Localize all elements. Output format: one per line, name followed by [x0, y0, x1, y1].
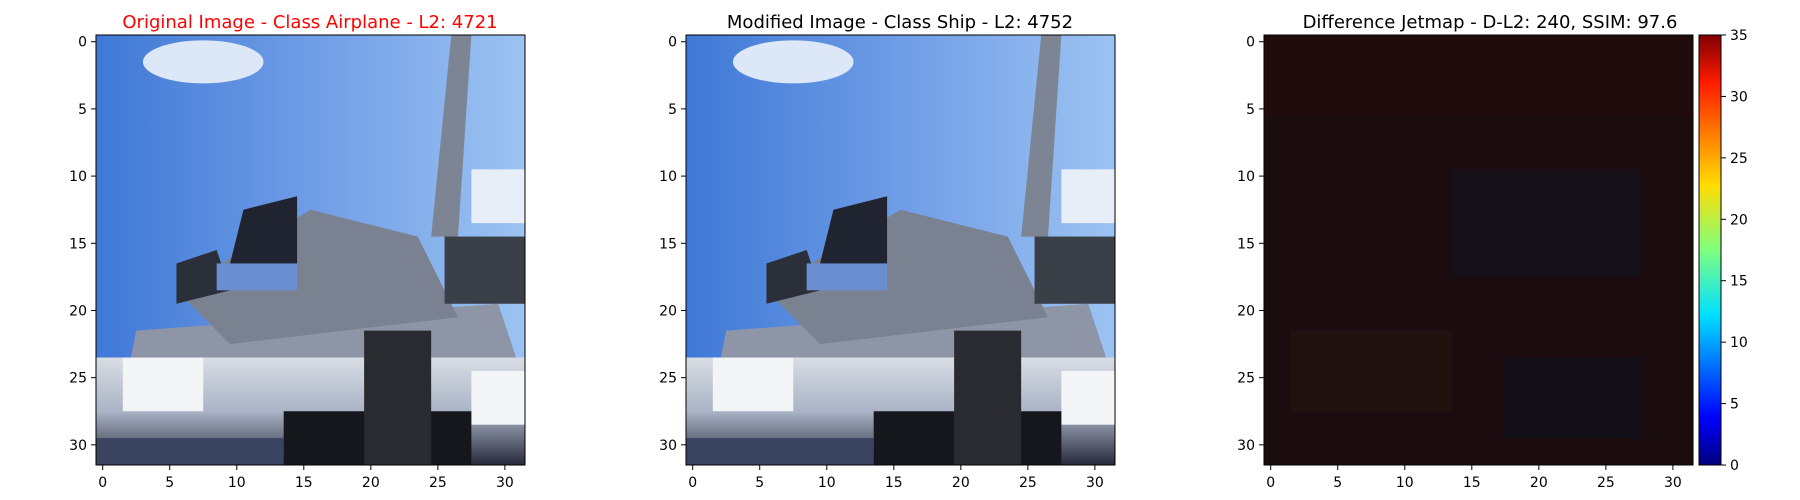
- y-tick-label: 10: [69, 169, 87, 185]
- y-tick-label: 15: [1237, 236, 1255, 252]
- difference-map: [1264, 35, 1693, 465]
- x-tick-label: 5: [1333, 475, 1342, 491]
- x-tick-label: 20: [362, 475, 380, 491]
- x-tick-label: 25: [1019, 475, 1037, 491]
- panel-1: 0 5 10 15 20 25 30 0 5 10 15 20 25 30: [69, 34, 526, 491]
- colorbar-tick-label: 0: [1730, 458, 1739, 474]
- x-tick-label: 10: [228, 475, 246, 491]
- y-tick-label: 5: [668, 102, 677, 118]
- y-tick-label: 15: [659, 236, 677, 252]
- y-tick-label: 25: [659, 371, 677, 387]
- panel-3: 0 5 10 15 20 25 30 0 5 10 15 20 25 30: [1237, 34, 1694, 491]
- y-tick-label: 5: [78, 102, 87, 118]
- y-tick-label: 25: [69, 371, 87, 387]
- x-tick-label: 15: [885, 475, 903, 491]
- y-tick-label: 25: [1237, 371, 1255, 387]
- colorbar-ticks: 0 5 10 15 20 25 30 35: [1721, 28, 1748, 474]
- x-tick-label: 25: [429, 475, 447, 491]
- colorbar-tick-label: 5: [1730, 397, 1739, 413]
- panel-2: 0 5 10 15 20 25 30 0 5 10 15 20 25 30: [659, 34, 1116, 491]
- y-tick-label: 30: [69, 438, 87, 454]
- modified-image: [686, 35, 1115, 465]
- y-tick-label: 10: [1237, 169, 1255, 185]
- x-tick-label: 5: [755, 475, 764, 491]
- panel-2-title: Modified Image - Class Ship - L2: 4752: [726, 12, 1074, 33]
- y-tick-label: 20: [69, 303, 87, 319]
- x-tick-label: 15: [295, 475, 313, 491]
- x-tick-label: 20: [1530, 475, 1548, 491]
- colorbar-tick-label: 15: [1730, 274, 1748, 290]
- x-tick-label: 30: [496, 475, 514, 491]
- x-tick-label: 20: [952, 475, 970, 491]
- x-tick-label: 10: [1396, 475, 1414, 491]
- axes-2: 0 5 10 15 20 25 30 0 5 10 15 20 25 30: [659, 35, 1104, 491]
- colorbar-tick-label: 30: [1730, 89, 1748, 105]
- x-tick-label: 25: [1597, 475, 1615, 491]
- y-tick-label: 30: [1237, 438, 1255, 454]
- colorbar-tick-label: 25: [1730, 151, 1748, 167]
- colorbar-tick-label: 20: [1730, 212, 1748, 228]
- y-tick-label: 30: [659, 438, 677, 454]
- y-tick-label: 20: [659, 303, 677, 319]
- colorbar-tick-label: 10: [1730, 335, 1748, 351]
- colorbar: 0 5 10 15 20 25 30 35: [1698, 28, 1748, 474]
- x-tick-label: 30: [1086, 475, 1104, 491]
- axes-1: 0 5 10 15 20 25 30 0 5 10 15 20 25 30: [69, 35, 514, 491]
- y-tick-label: 10: [659, 169, 677, 185]
- y-tick-label: 5: [1246, 102, 1255, 118]
- x-tick-label: 0: [98, 475, 107, 491]
- x-tick-label: 30: [1664, 475, 1682, 491]
- x-tick-label: 15: [1463, 475, 1481, 491]
- x-tick-label: 10: [818, 475, 836, 491]
- y-tick-label: 15: [69, 236, 87, 252]
- panel-1-title: Original Image - Class Airplane - L2: 47…: [122, 12, 498, 33]
- panel-3-title: Difference Jetmap - D-L2: 240, SSIM: 97.…: [1302, 12, 1678, 33]
- y-tick-label: 0: [78, 35, 87, 51]
- colorbar-gradient: [1699, 35, 1721, 465]
- axes-3: 0 5 10 15 20 25 30 0 5 10 15 20 25 30: [1237, 35, 1682, 491]
- y-tick-label: 0: [1246, 35, 1255, 51]
- colorbar-tick-label: 35: [1730, 28, 1748, 44]
- x-tick-label: 0: [688, 475, 697, 491]
- x-tick-label: 5: [165, 475, 174, 491]
- y-tick-label: 20: [1237, 303, 1255, 319]
- original-image: [96, 35, 525, 465]
- x-tick-label: 0: [1266, 475, 1275, 491]
- y-tick-label: 0: [668, 35, 677, 51]
